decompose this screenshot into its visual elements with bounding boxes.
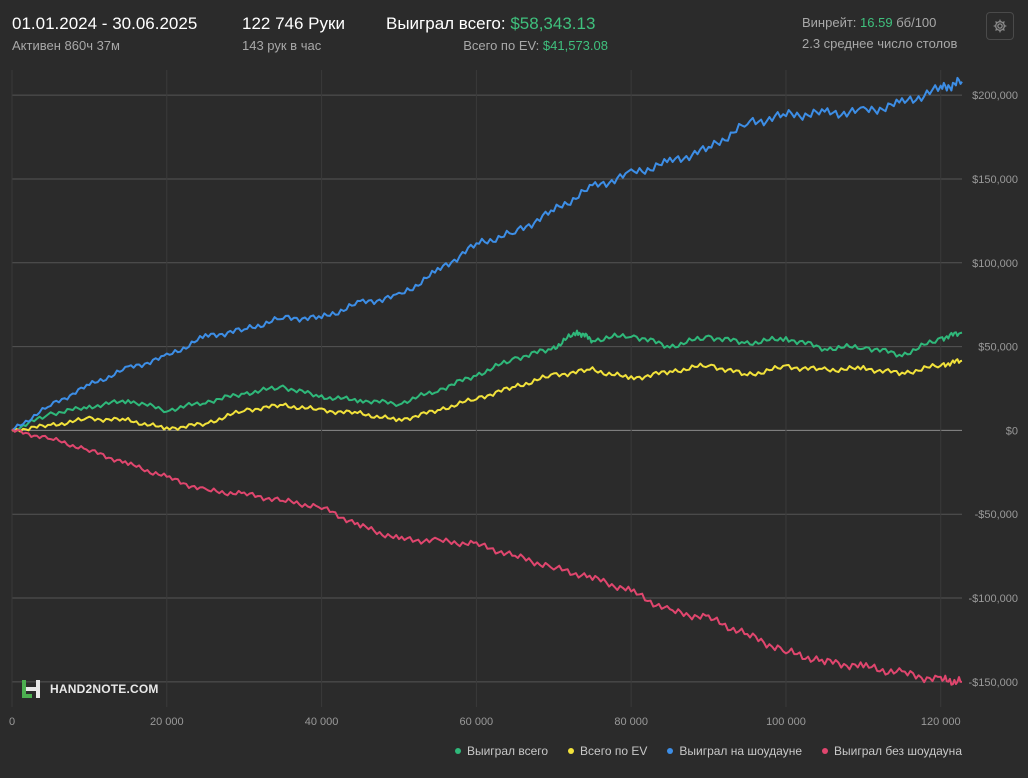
legend-label: Выиграл без шоудауна: [834, 744, 962, 758]
gear-icon: [993, 19, 1007, 33]
won-total-label: Выиграл всего:: [386, 14, 506, 33]
x-tick-label: 60 000: [460, 716, 494, 728]
x-tick-label: 0: [9, 716, 15, 728]
chart-legend: Выиграл всего Всего по EV Выиграл на шоуда…: [454, 744, 962, 758]
x-tick-label: 80 000: [614, 716, 648, 728]
y-tick-label: -$100,000: [968, 593, 1018, 605]
series-line: [11, 329, 963, 432]
hand2note-logo-text: HAND2NOTE.COM: [50, 682, 159, 696]
date-range[interactable]: 01.01.2024 - 30.06.2025: [12, 14, 198, 33]
hand2note-logo-icon: [22, 680, 40, 698]
hand2note-logo: HAND2NOTE.COM: [20, 678, 159, 700]
x-tick-label: 40 000: [305, 716, 339, 728]
legend-dot-icon: [667, 748, 674, 754]
series-line: [11, 428, 963, 686]
legend-item[interactable]: Выиграл без шоудауна: [822, 744, 962, 758]
legend-dot-icon: [568, 748, 575, 754]
active-time: Активен 860ч 37м: [12, 38, 120, 53]
ev-total: Всего по EV: $41,573.08: [463, 38, 608, 53]
winrate-value: 16.59: [860, 15, 893, 30]
legend-label: Выиграл всего: [466, 744, 549, 758]
x-tick-label: 20 000: [150, 716, 184, 728]
y-tick-label: $50,000: [978, 342, 1018, 354]
hands-count: 122 746 Руки: [242, 14, 345, 33]
legend-item[interactable]: Всего по EV: [568, 744, 647, 758]
won-total: Выиграл всего: $58,343.13: [386, 14, 595, 34]
legend-dot-icon: [822, 748, 828, 754]
profit-chart: $200,000 $150,000 $100,000 $50,000 $0 -$50,00…: [9, 70, 1018, 728]
stats-header: 01.01.2024 - 30.06.2025 Активен 860ч 37м…: [0, 0, 1028, 70]
legend-item[interactable]: Выиграл на шоудауне: [667, 744, 802, 758]
y-tick-label: -$150,000: [968, 677, 1018, 689]
series-line: [11, 76, 963, 432]
winrate: Винрейт: 16.59 бб/100: [802, 15, 936, 30]
winrate-unit: бб/100: [896, 15, 937, 30]
ev-total-value: $41,573.08: [542, 38, 608, 53]
y-tick-label: $200,000: [972, 90, 1018, 102]
y-tick-label: $150,000: [972, 174, 1018, 186]
y-tick-label: -$50,000: [975, 509, 1018, 521]
legend-item[interactable]: Выиграл всего: [454, 744, 549, 758]
avg-tables: 2.3 среднее число столов: [802, 36, 958, 51]
won-total-value: $58,343.13: [510, 14, 596, 33]
x-tick-label: 100 000: [766, 716, 806, 728]
series-line: [11, 358, 963, 433]
legend-dot-icon: [454, 748, 461, 754]
y-tick-label: $100,000: [972, 258, 1018, 270]
legend-label: Всего по EV: [580, 744, 648, 758]
legend-label: Выиграл на шоудауне: [679, 744, 802, 758]
y-tick-label: $0: [1006, 425, 1018, 437]
ev-total-label: Всего по EV:: [463, 38, 540, 53]
winrate-label: Винрейт:: [802, 15, 857, 30]
x-tick-label: 120 000: [921, 716, 961, 728]
settings-button[interactable]: [986, 12, 1014, 40]
hands-per-hour: 143 рук в час: [242, 38, 322, 53]
